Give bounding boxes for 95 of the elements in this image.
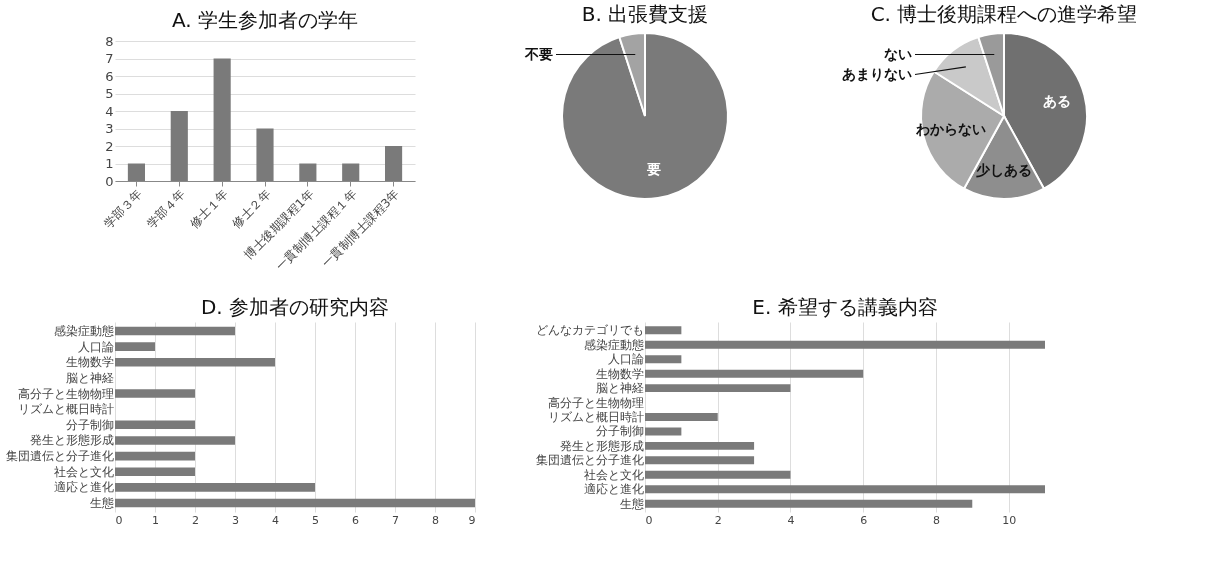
- bar: [115, 326, 235, 336]
- x-tick-label: 0: [115, 513, 123, 527]
- y-tick-label: 脳と神経: [595, 381, 644, 396]
- slice-label: ある: [1043, 93, 1072, 110]
- x-tick-label: 学部３年: [101, 187, 145, 231]
- x-tick-label: 8: [432, 513, 439, 527]
- y-tick-label: 適応と進化: [583, 482, 644, 497]
- x-tick-label: 10: [1002, 513, 1017, 527]
- bar: [645, 456, 755, 465]
- x-tick-label: 8: [932, 513, 940, 527]
- slice-label: わからない: [914, 120, 986, 137]
- bar: [115, 389, 195, 398]
- y-tick-label: 5: [105, 86, 114, 101]
- bar: [115, 357, 275, 367]
- bar: [645, 413, 718, 421]
- pie-slice: [561, 32, 729, 200]
- chart-title: C. 博士後期課程への進学希望: [870, 2, 1138, 26]
- x-tick-label: 5: [312, 513, 319, 527]
- x-tick-label: 6: [352, 513, 359, 527]
- bar: [115, 342, 155, 351]
- slice-label: ない: [884, 45, 912, 62]
- y-tick-label: 6: [105, 68, 114, 84]
- y-tick-label: 高分子と生物物理: [17, 386, 114, 401]
- bar: [115, 498, 475, 508]
- bar: [645, 369, 864, 378]
- y-tick-label: 1: [105, 156, 114, 171]
- x-tick-label: 9: [468, 513, 476, 527]
- bar: [645, 355, 682, 364]
- x-tick-label: 修士１年: [186, 187, 231, 231]
- y-tick-label: 生物数学: [595, 366, 644, 381]
- y-tick-label: 3: [105, 121, 114, 136]
- y-tick-label: 4: [105, 103, 114, 119]
- bar: [115, 467, 195, 477]
- x-tick-label: 4: [272, 513, 279, 527]
- x-tick-label: 4: [787, 513, 795, 527]
- x-tick-label: 3: [232, 513, 239, 527]
- bar: [299, 163, 317, 181]
- bar: [115, 420, 195, 430]
- slice-label: 不要: [524, 45, 553, 62]
- slice-label: あまりない: [842, 65, 912, 82]
- y-tick-label: 社会と文化: [53, 464, 114, 479]
- x-tick-label: 学部４年: [143, 187, 188, 231]
- y-tick-label: 8: [105, 33, 114, 49]
- bar: [115, 483, 315, 492]
- bar: [645, 485, 1045, 494]
- bar: [645, 384, 791, 393]
- y-tick-label: リズムと概日時計: [547, 410, 644, 424]
- y-tick-label: 生物数学: [65, 355, 114, 370]
- x-tick-label: 6: [860, 513, 868, 527]
- slice-label: 少しある: [976, 161, 1032, 178]
- bar: [645, 326, 682, 335]
- bar: [645, 499, 973, 508]
- bar: [342, 163, 360, 181]
- bar: [645, 340, 1045, 349]
- x-tick-label: 2: [714, 513, 722, 527]
- y-tick-label: 生態: [89, 496, 114, 511]
- y-tick-label: 人口論: [77, 339, 114, 354]
- y-tick-label: どんなカテゴリでも: [535, 323, 644, 338]
- y-tick-label: 集団遺伝と分子進化: [535, 453, 644, 468]
- bar: [645, 427, 682, 436]
- chart-title: A. 学生参加者の学年: [171, 8, 359, 32]
- bar: [256, 128, 274, 181]
- x-tick-label: 2: [192, 513, 199, 527]
- y-tick-label: 高分子と生物物理: [547, 395, 644, 410]
- y-tick-label: 0: [105, 173, 114, 189]
- y-tick-label: 発生と形態形成: [559, 438, 644, 453]
- bar: [385, 146, 403, 181]
- chart-title: E. 希望する講義内容: [752, 295, 938, 319]
- y-tick-label: 生態: [619, 496, 644, 511]
- y-tick-label: 脳と神経: [65, 370, 114, 385]
- y-tick-label: 集団遺伝と分子進化: [5, 449, 114, 464]
- bar: [645, 470, 791, 479]
- y-tick-label: 社会と文化: [583, 467, 644, 482]
- y-tick-label: リズムと概日時計: [17, 402, 114, 417]
- x-tick-label: 0: [645, 513, 653, 527]
- y-tick-label: 適応と進化: [53, 480, 114, 495]
- x-tick-label: 1: [152, 513, 159, 527]
- bar: [127, 163, 145, 181]
- y-tick-label: 7: [105, 51, 114, 66]
- bar: [645, 441, 755, 450]
- bar: [115, 436, 235, 445]
- y-tick-label: 感染症動態: [53, 323, 114, 338]
- y-tick-label: 人口論: [607, 352, 644, 367]
- bar: [213, 58, 231, 181]
- y-tick-label: 発生と形態形成: [29, 433, 114, 448]
- bar: [115, 451, 195, 461]
- chart-title: B. 出張費支援: [581, 2, 709, 26]
- chart-title: D. 参加者の研究内容: [200, 295, 390, 319]
- y-tick-label: 分子制御: [65, 417, 114, 432]
- bar: [170, 111, 188, 181]
- y-tick-label: 分子制御: [595, 424, 644, 439]
- y-tick-label: 感染症動態: [583, 337, 644, 352]
- slice-label: 要: [645, 161, 661, 178]
- y-tick-label: 2: [105, 138, 114, 154]
- x-tick-label: 7: [392, 513, 399, 527]
